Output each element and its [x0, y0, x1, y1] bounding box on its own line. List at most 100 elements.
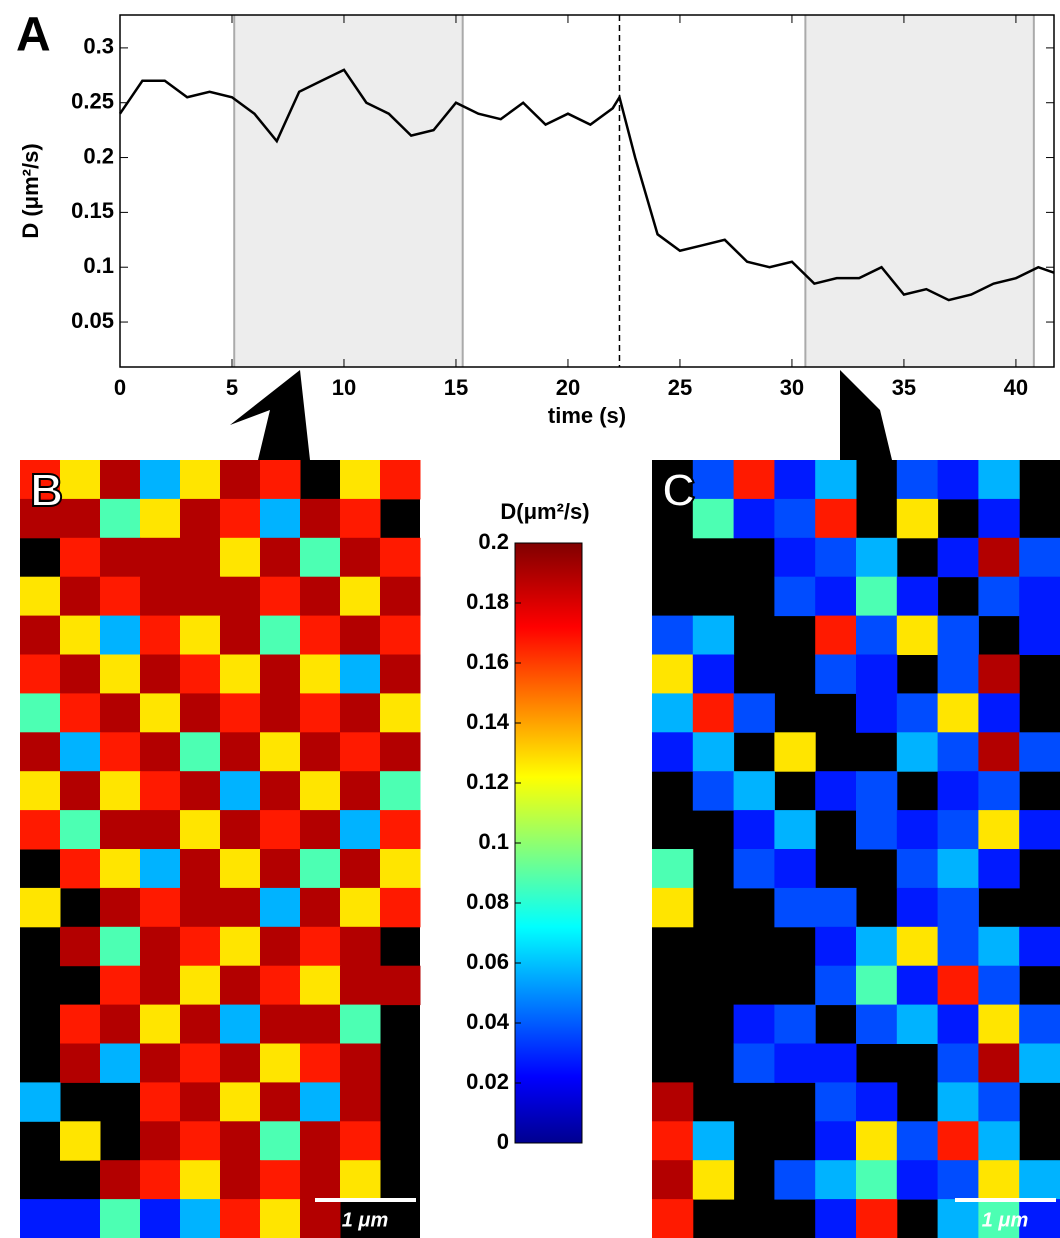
heatmap-cell — [380, 732, 421, 772]
heatmap-cell — [978, 1121, 1020, 1161]
y-tick-label: 0.1 — [83, 253, 114, 278]
heatmap-cell — [20, 498, 61, 539]
heatmap-cell — [260, 849, 301, 889]
heatmap-cell — [692, 498, 735, 539]
heatmap-cell — [60, 810, 101, 850]
heatmap-cell — [300, 654, 341, 694]
heatmap-cell — [300, 1082, 341, 1122]
heatmap-cell — [937, 926, 979, 967]
heatmap-cell — [300, 1043, 341, 1083]
y-tick-label: 0.2 — [83, 143, 114, 168]
heatmap-cell — [60, 771, 101, 811]
heatmap-cell — [380, 693, 421, 733]
heatmap-cell — [380, 537, 421, 578]
heatmap-cell — [20, 732, 61, 772]
heatmap-cell — [1019, 576, 1060, 617]
shaded-region — [234, 15, 463, 367]
colorbar-tick-label: 0.06 — [466, 949, 509, 974]
heatmap-cell — [856, 576, 898, 617]
heatmap-cell — [896, 732, 939, 772]
heatmap-cell — [180, 849, 221, 889]
heatmap-cell — [815, 537, 857, 578]
heatmap-cell — [220, 849, 261, 889]
arrow — [840, 370, 895, 460]
heatmap-cell — [1019, 1004, 1060, 1044]
x-tick-label: 35 — [892, 375, 916, 400]
heatmap-cell — [340, 498, 381, 539]
heatmap-cell — [856, 1004, 898, 1044]
heatmap-cell — [815, 926, 857, 967]
heatmap-cell — [937, 1082, 979, 1122]
heatmap-cell — [140, 654, 181, 694]
heatmap-cell — [220, 887, 261, 928]
heatmap-cell — [100, 732, 141, 772]
panel-label: B — [30, 464, 63, 516]
heatmap-cell — [1019, 810, 1060, 850]
heatmap-cell — [978, 771, 1020, 811]
heatmap-cell — [260, 965, 301, 1006]
heatmap-cell — [140, 1043, 181, 1083]
heatmap-cell — [692, 615, 735, 655]
heatmap-cell — [180, 732, 221, 772]
heatmap-cell — [300, 1160, 341, 1200]
heatmap-cell — [100, 537, 141, 578]
heatmap-cell — [937, 1043, 979, 1083]
heatmap-cell — [692, 693, 735, 733]
heatmap-cell — [180, 810, 221, 850]
heatmap-cell — [100, 965, 141, 1006]
heatmap-cell — [100, 654, 141, 694]
heatmap-cell — [260, 615, 301, 655]
heatmap-cell — [340, 849, 381, 889]
heatmap-cell — [978, 693, 1020, 733]
heatmap-cell — [220, 771, 261, 811]
heatmap-cell — [774, 849, 816, 889]
heatmap-cell — [340, 1082, 381, 1122]
heatmap-cell — [100, 1160, 141, 1200]
heatmap-cell — [340, 771, 381, 811]
heatmap-cell — [220, 576, 261, 617]
x-tick-label: 10 — [332, 375, 356, 400]
heatmap-cell — [220, 965, 261, 1006]
heatmap-cell — [896, 460, 939, 500]
heatmap-cell — [180, 771, 221, 811]
heatmap-cell — [60, 460, 101, 500]
heatmap-cell — [937, 1121, 979, 1161]
heatmap-cell — [978, 498, 1020, 539]
shaded-region — [805, 15, 1034, 367]
heatmap-cell — [340, 693, 381, 733]
heatmap-cell — [937, 1004, 979, 1044]
heatmap-cell — [978, 965, 1020, 1006]
heatmap-cell — [300, 965, 341, 1006]
heatmap-cell — [220, 1043, 261, 1083]
heatmap-cell — [937, 849, 979, 889]
heatmap-cell — [140, 498, 181, 539]
heatmap-cell — [652, 849, 694, 889]
heatmap-cell — [60, 537, 101, 578]
heatmap-cell — [340, 1160, 381, 1200]
heatmap-cell — [140, 1199, 181, 1238]
heatmap-cell — [340, 810, 381, 850]
heatmap-cell — [692, 771, 735, 811]
heatmap-cell — [856, 537, 898, 578]
panel-label: A — [16, 9, 51, 62]
heatmap-cell — [1019, 926, 1060, 967]
heatmap-cell — [300, 537, 341, 578]
heatmap-cell — [260, 810, 301, 850]
heatmap-cell — [260, 926, 301, 967]
heatmap-cell — [774, 498, 816, 539]
heatmap-cell — [140, 810, 181, 850]
heatmap-cell — [180, 460, 221, 500]
heatmap-cell — [180, 1121, 221, 1161]
scale-bar-label: 1 μm — [982, 1209, 1029, 1231]
heatmap-cell — [937, 732, 979, 772]
heatmap-cell — [20, 1199, 61, 1238]
heatmap-cell — [220, 732, 261, 772]
heatmap-cell — [652, 1160, 694, 1200]
heatmap-cell — [180, 654, 221, 694]
heatmap-cell — [652, 615, 694, 655]
heatmap-cell — [300, 849, 341, 889]
y-axis-label: D (μm²/s) — [18, 143, 43, 238]
heatmap-cell — [774, 1160, 816, 1200]
heatmap-cell — [815, 654, 857, 694]
colorbar-tick-label: 0.08 — [466, 889, 509, 914]
